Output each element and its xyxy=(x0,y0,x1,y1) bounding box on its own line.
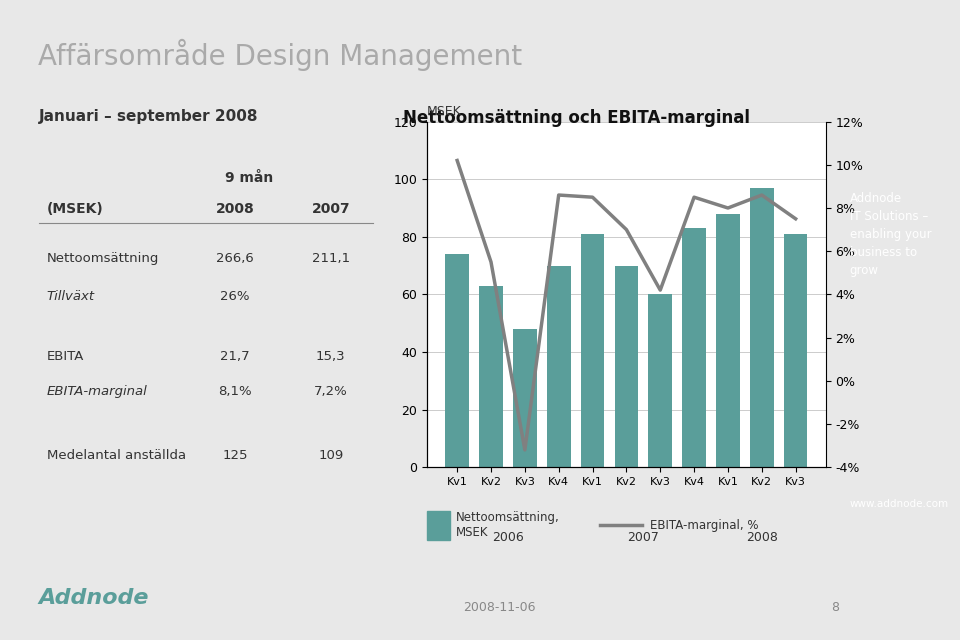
Text: 109: 109 xyxy=(318,449,344,461)
Text: 125: 125 xyxy=(222,449,248,461)
Text: 2007: 2007 xyxy=(628,531,660,543)
Bar xyxy=(614,266,638,467)
Text: 2008: 2008 xyxy=(215,202,254,216)
Text: 26%: 26% xyxy=(220,291,250,303)
Text: EBITA-marginal, %: EBITA-marginal, % xyxy=(651,518,759,532)
Text: Affärsområde Design Management: Affärsområde Design Management xyxy=(38,38,522,70)
Text: Nettoomsättning,
MSEK: Nettoomsättning, MSEK xyxy=(456,511,560,539)
Text: EBITA: EBITA xyxy=(46,350,84,363)
Bar xyxy=(513,329,537,467)
Text: Tillväxt: Tillväxt xyxy=(46,291,95,303)
Text: 2008-11-06: 2008-11-06 xyxy=(463,602,536,614)
Bar xyxy=(783,234,807,467)
Text: Januari – september 2008: Januari – september 2008 xyxy=(38,109,258,124)
Bar xyxy=(479,285,503,467)
Text: 7,2%: 7,2% xyxy=(314,385,348,398)
Bar xyxy=(683,228,706,467)
Bar xyxy=(445,254,469,467)
Bar xyxy=(581,234,605,467)
Bar xyxy=(547,266,570,467)
Bar xyxy=(716,214,740,467)
Text: Nettoomsättning: Nettoomsättning xyxy=(46,252,159,264)
Bar xyxy=(426,511,450,540)
Text: Medelantal anställda: Medelantal anställda xyxy=(46,449,185,461)
Text: 8: 8 xyxy=(831,602,839,614)
Text: (MSEK): (MSEK) xyxy=(46,202,104,216)
Text: www.addnode.com: www.addnode.com xyxy=(850,499,948,509)
Text: Addnode: Addnode xyxy=(38,588,149,608)
Text: 2008: 2008 xyxy=(746,531,778,543)
Text: 2007: 2007 xyxy=(311,202,350,216)
Text: 15,3: 15,3 xyxy=(316,350,346,363)
Bar xyxy=(750,188,774,467)
Text: 8,1%: 8,1% xyxy=(218,385,252,398)
Text: 9 mån: 9 mån xyxy=(225,170,274,184)
Text: Nettoomsättning och EBITA-marginal: Nettoomsättning och EBITA-marginal xyxy=(403,109,750,127)
Text: 266,6: 266,6 xyxy=(216,252,253,264)
Text: MSEK: MSEK xyxy=(427,106,462,118)
Bar xyxy=(648,294,672,467)
Text: 21,7: 21,7 xyxy=(220,350,250,363)
Text: Addnode
IT Solutions –
enabling your
business to
grow: Addnode IT Solutions – enabling your bus… xyxy=(850,192,931,277)
Text: 211,1: 211,1 xyxy=(312,252,349,264)
Text: EBITA-marginal: EBITA-marginal xyxy=(46,385,147,398)
Text: 2006: 2006 xyxy=(492,531,524,543)
